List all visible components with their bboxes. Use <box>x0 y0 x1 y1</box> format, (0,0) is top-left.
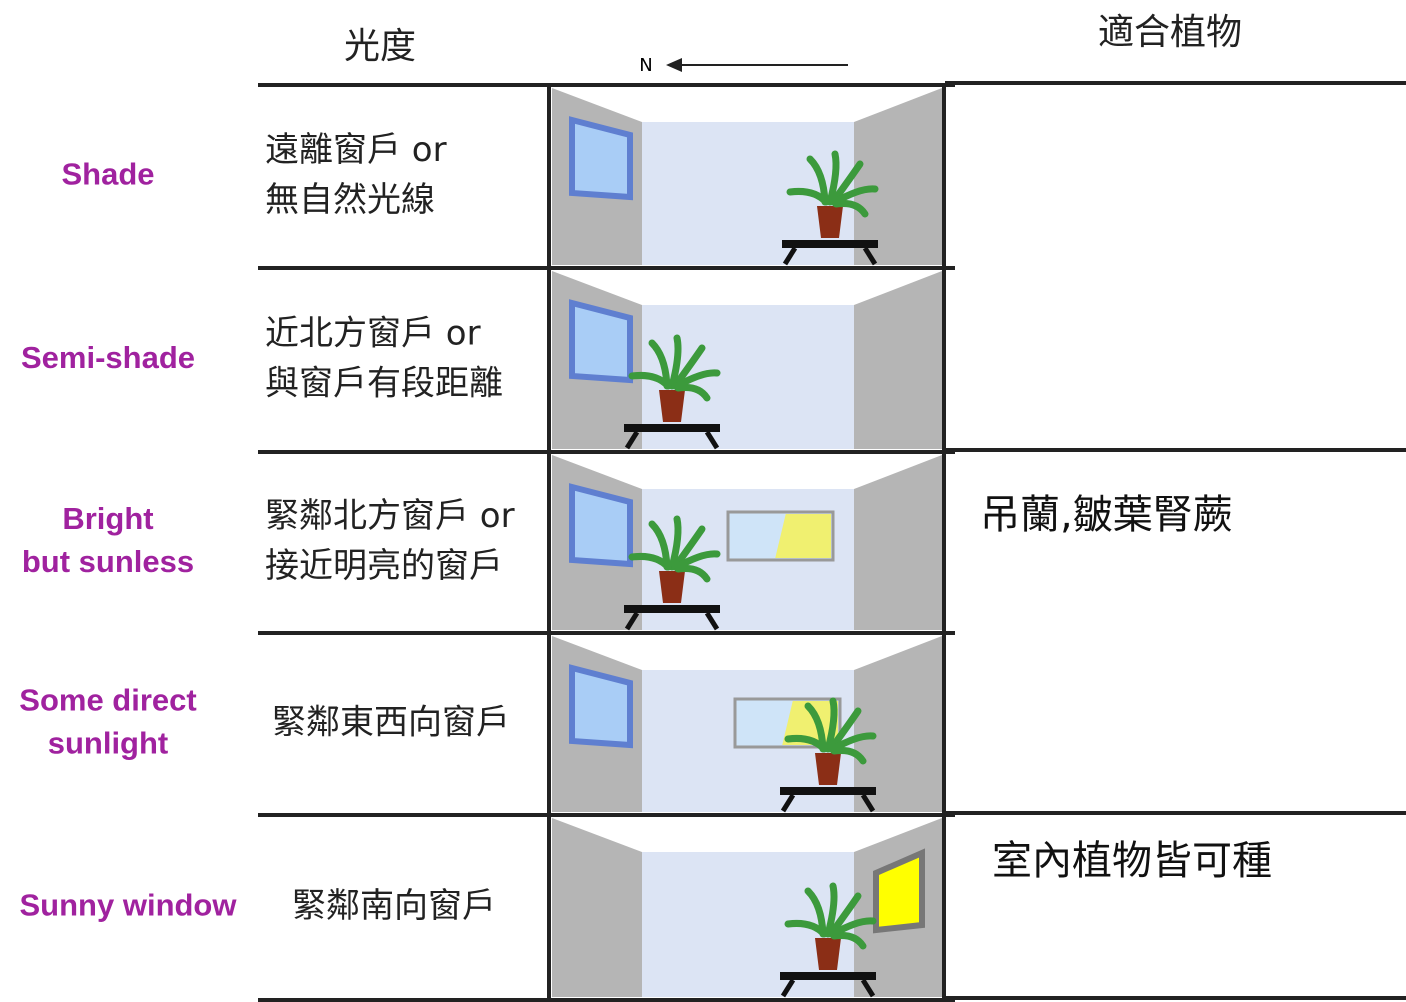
north-label: N <box>639 55 652 76</box>
leaf <box>824 697 838 753</box>
light-label: Semi-shade <box>21 340 195 375</box>
right-wall <box>854 271 942 449</box>
table-leg <box>780 978 796 998</box>
table-leg <box>780 793 796 813</box>
north-arrowhead <box>666 58 682 72</box>
leaf <box>832 200 869 218</box>
leaf <box>784 920 828 938</box>
light-label: but sunless <box>22 544 194 579</box>
light-description: 無自然光線 <box>265 180 435 220</box>
table-leg <box>624 611 640 631</box>
table-leg <box>782 246 798 266</box>
leaf <box>829 732 877 753</box>
leaf <box>673 550 721 571</box>
leaf <box>784 735 828 753</box>
leaf <box>831 185 879 206</box>
leaf <box>628 553 672 571</box>
light-description: 緊鄰東西向窗戶 <box>272 703 510 743</box>
light-label: Bright <box>62 501 153 536</box>
left-wall <box>552 818 642 997</box>
table <box>624 424 720 432</box>
leaf <box>668 334 682 390</box>
right-wall <box>854 88 942 265</box>
pot <box>659 390 685 422</box>
leaf <box>673 369 721 390</box>
table <box>780 972 876 980</box>
light-description: 近北方窗戶 or <box>265 314 481 354</box>
leaf <box>668 515 682 571</box>
window <box>569 664 633 749</box>
light-description: 緊鄰北方窗戶 or <box>265 496 515 536</box>
leaf <box>830 932 867 950</box>
pot <box>815 938 841 970</box>
light-label: Some direct <box>19 683 196 718</box>
window <box>569 483 633 568</box>
window <box>569 116 633 201</box>
leaf <box>674 565 711 583</box>
pot <box>815 753 841 785</box>
table <box>782 240 878 248</box>
leaf <box>829 917 877 938</box>
table-leg <box>704 611 720 631</box>
table-leg <box>704 430 720 450</box>
table <box>624 605 720 613</box>
leaf <box>786 188 830 206</box>
light-label: sunlight <box>48 726 169 761</box>
pot <box>817 206 843 238</box>
light-description: 接近明亮的窗戶 <box>265 546 503 586</box>
table-leg <box>860 978 876 998</box>
light-description: 緊鄰南向窗戶 <box>292 886 496 926</box>
leaf <box>674 384 711 402</box>
light-description: 與窗戶有段距離 <box>265 364 503 404</box>
suitable-plants: 室內植物皆可種 <box>992 838 1272 884</box>
table-leg <box>862 246 878 266</box>
header-plants: 適合植物 <box>1098 12 1242 53</box>
leaf <box>830 747 867 765</box>
light-label: Sunny window <box>20 888 238 923</box>
sunlight <box>775 514 831 558</box>
pot <box>659 571 685 603</box>
table-leg <box>860 793 876 813</box>
leaf <box>628 372 672 390</box>
window <box>569 299 633 384</box>
right-wall <box>854 636 942 812</box>
light-description: 遠離窗戶 or <box>265 130 447 170</box>
right-wall <box>854 455 942 630</box>
sunny-window <box>873 848 925 934</box>
table <box>780 787 876 795</box>
leaf <box>826 150 840 206</box>
suitable-plants: 吊蘭,皺葉腎蕨 <box>980 492 1233 538</box>
header-light: 光度 <box>344 26 416 67</box>
leaf <box>824 882 838 938</box>
light-label: Shade <box>61 157 154 192</box>
table-leg <box>624 430 640 450</box>
